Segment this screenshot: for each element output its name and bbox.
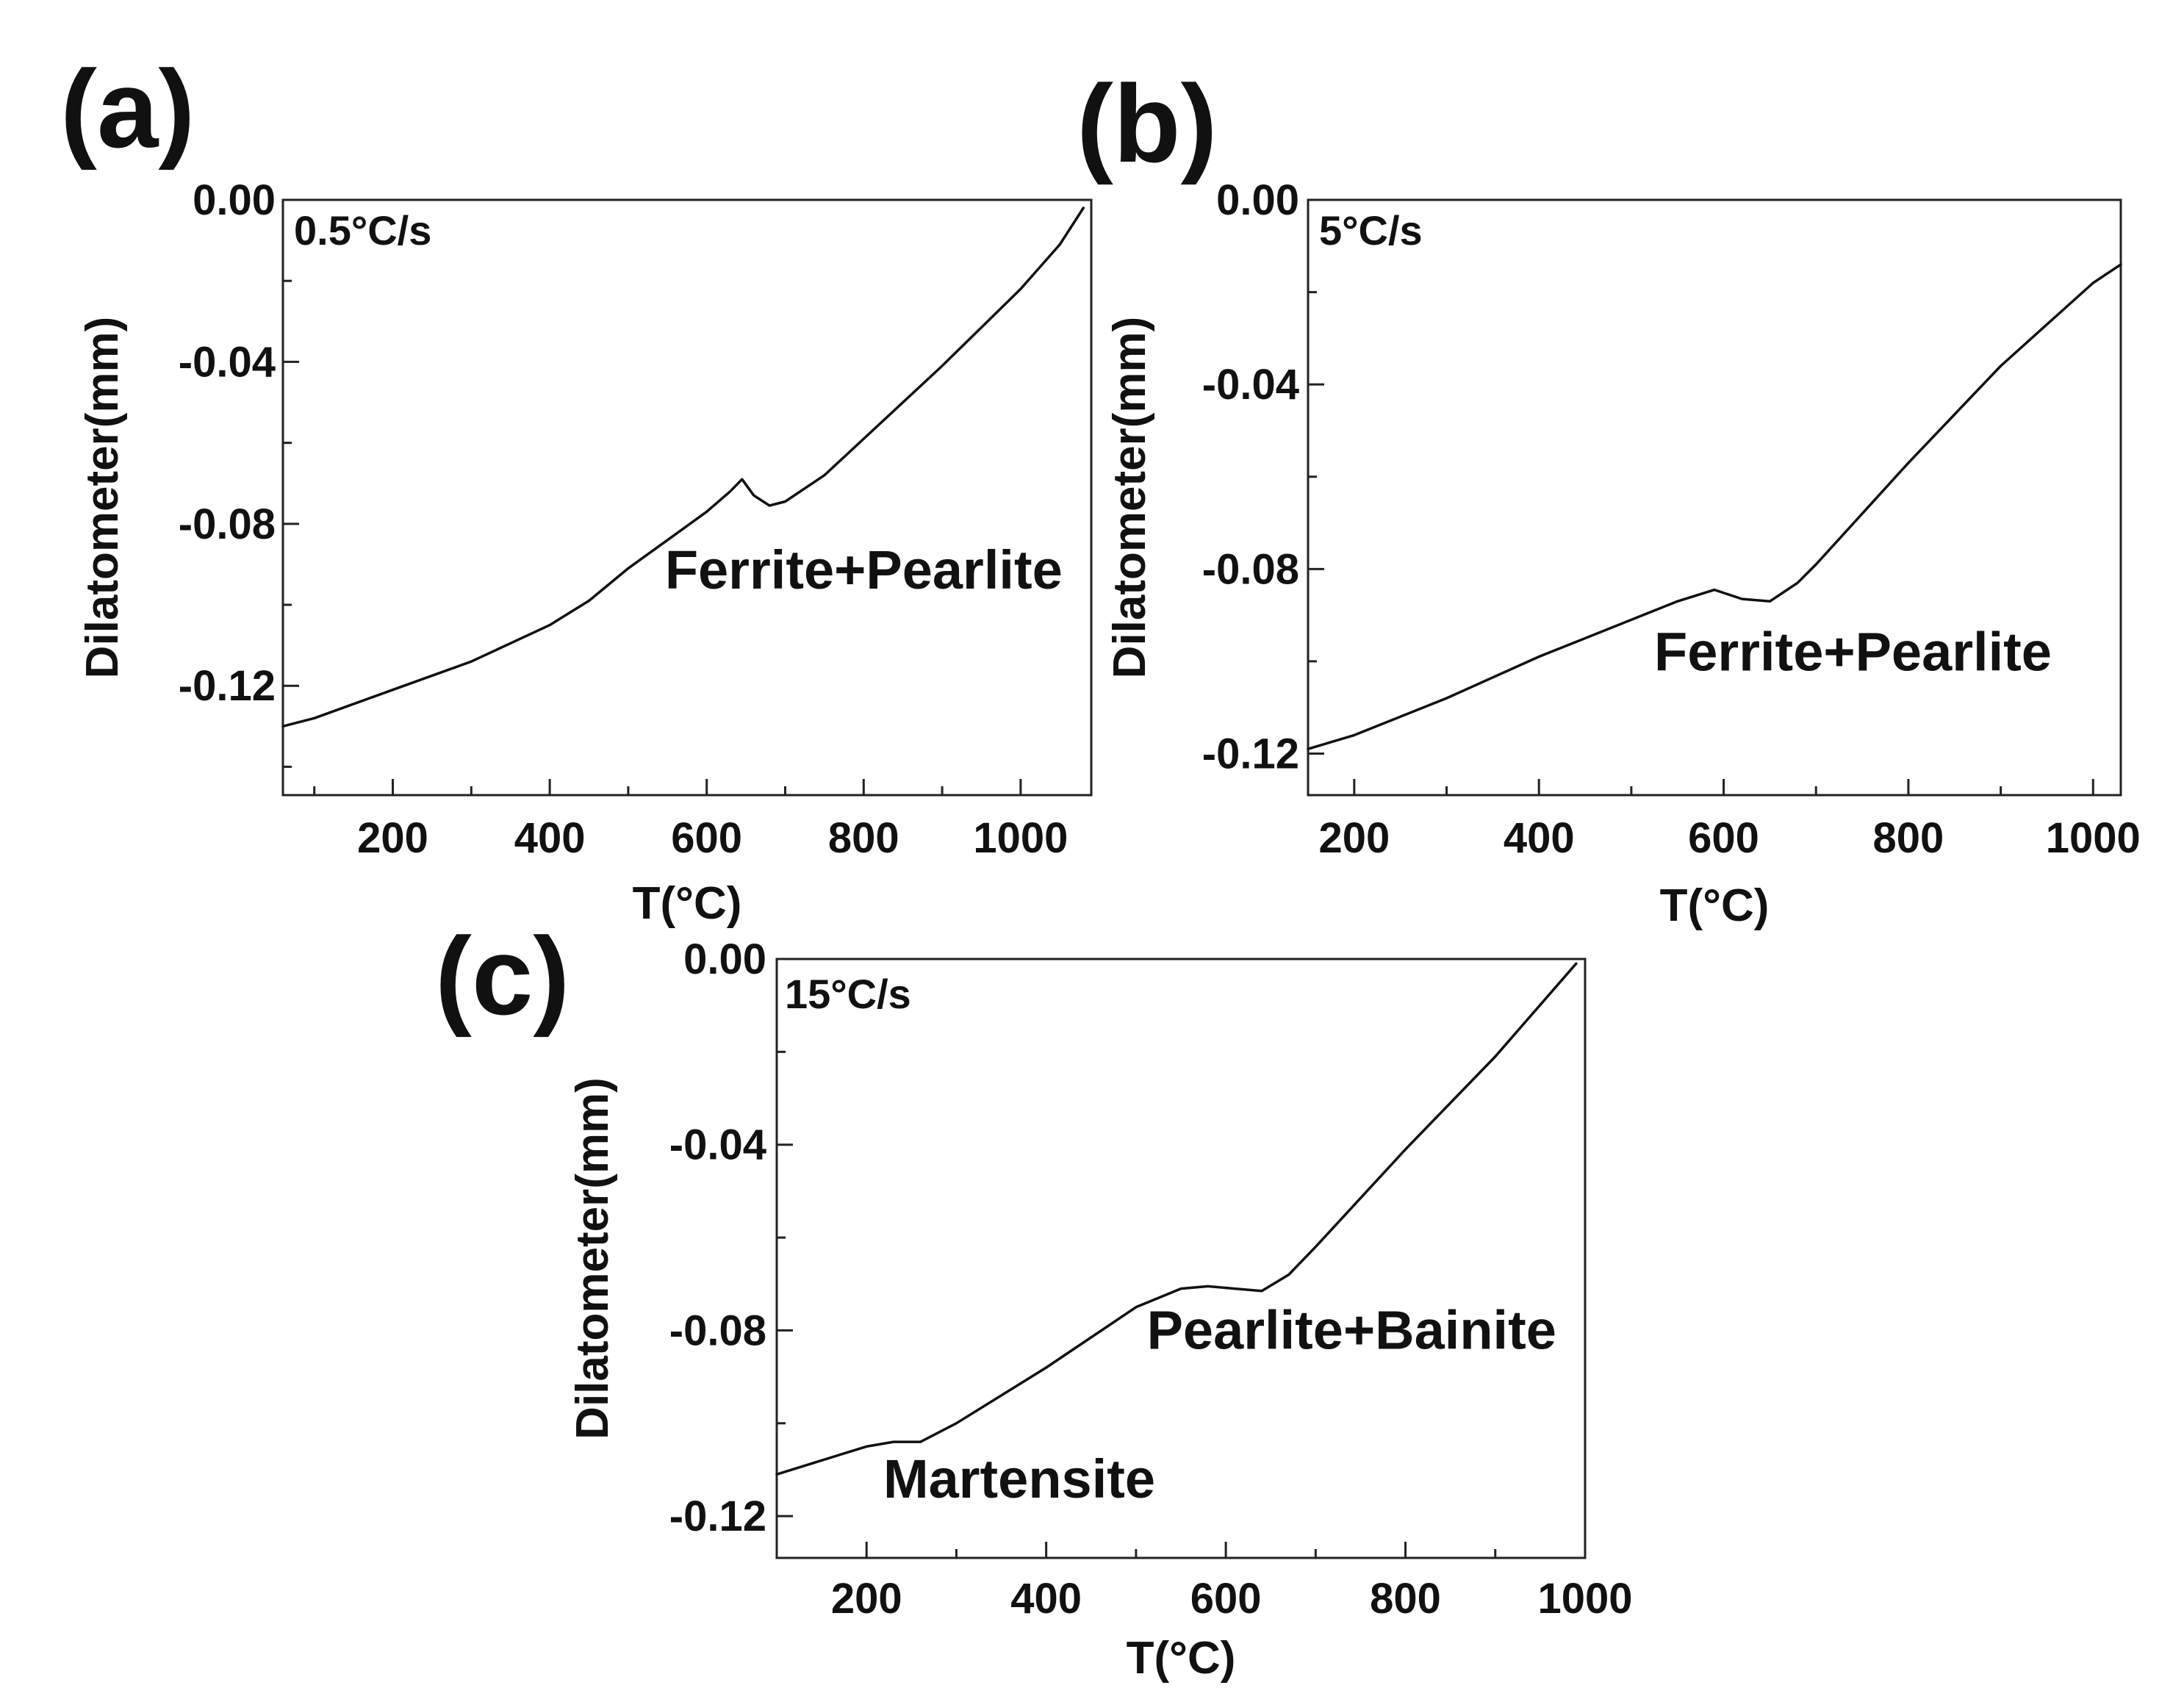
- panel-label: (c): [435, 914, 570, 1038]
- phase-label: Ferrite+Pearlite: [665, 539, 1063, 600]
- y-tick-label: -0.12: [179, 662, 276, 710]
- phase-label: Ferrite+Pearlite: [1654, 621, 2052, 682]
- phase-label: Martensite: [883, 1448, 1155, 1509]
- x-tick-label: 800: [828, 814, 899, 862]
- x-tick-label: 400: [1504, 814, 1575, 862]
- panel-b: (b) 200 400 600 800 1000 0.00 -0.04 -0.08 -0.12 T(…: [1077, 62, 2141, 931]
- y-tick-label: -0.04: [179, 338, 276, 386]
- plot-frame: [1307, 198, 2122, 797]
- plot-frame: [775, 958, 1587, 1559]
- y-tick-label: -0.12: [669, 1493, 766, 1540]
- y-tick-label: -0.04: [1202, 361, 1299, 409]
- y-tick-label: -0.08: [1202, 545, 1299, 593]
- x-tick-label: 800: [1873, 814, 1944, 862]
- y-tick-label: 0.00: [1216, 176, 1299, 224]
- y-axis-title: Dilatometer(mm): [1104, 317, 1155, 679]
- cooling-rate-label: 15°C/s: [785, 971, 911, 1017]
- y-tick-label: -0.04: [669, 1121, 766, 1169]
- x-tick-label: 600: [1190, 1575, 1262, 1623]
- plot-frame: [281, 198, 1093, 797]
- x-axis-title: T(°C): [1660, 880, 1770, 931]
- y-axis-title: Dilatometer(mm): [77, 317, 128, 679]
- panel-label: (a): [60, 47, 195, 170]
- x-axis-title: T(°C): [1127, 1633, 1236, 1684]
- y-tick-label: -0.12: [1202, 730, 1299, 777]
- panel-c: (c) 200 400 600 800 1000 0.00 -0.04 -0.08 -0.12 T(…: [435, 914, 1633, 1684]
- x-tick-label: 1000: [973, 814, 1068, 862]
- dilatometer-curve: [1307, 263, 2122, 750]
- panel-label: (b): [1077, 62, 1218, 185]
- x-tick-label: 400: [514, 814, 586, 862]
- y-axis-title: Dilatometer(mm): [567, 1077, 618, 1440]
- phase-label: Pearlite+Bainite: [1147, 1300, 1556, 1361]
- x-tick-label: 600: [671, 814, 742, 862]
- x-tick-label: 400: [1010, 1575, 1082, 1623]
- y-tick-label: 0.00: [193, 176, 276, 224]
- dilatometer-curve: [775, 962, 1578, 1476]
- x-tick-label: 200: [831, 1575, 902, 1623]
- cooling-rate-label: 5°C/s: [1319, 207, 1423, 254]
- x-tick-label: 200: [357, 814, 428, 862]
- x-tick-label: 1000: [1537, 1575, 1632, 1623]
- cooling-rate-label: 0.5°C/s: [294, 207, 431, 254]
- x-tick-label: 600: [1688, 814, 1759, 862]
- x-tick-label: 800: [1370, 1575, 1441, 1623]
- y-tick-label: 0.00: [683, 935, 766, 983]
- y-tick-label: -0.08: [669, 1307, 766, 1354]
- x-tick-label: 1000: [2046, 814, 2141, 862]
- y-tick-label: -0.08: [179, 500, 276, 548]
- panel-a: (a) 200 400 600 800 1000 0.00 -0.04 -0.08 -0.12 T(…: [60, 47, 1093, 929]
- x-tick-label: 200: [1318, 814, 1390, 862]
- dilatometer-curve: [281, 206, 1085, 728]
- x-axis-title: T(°C): [633, 878, 742, 929]
